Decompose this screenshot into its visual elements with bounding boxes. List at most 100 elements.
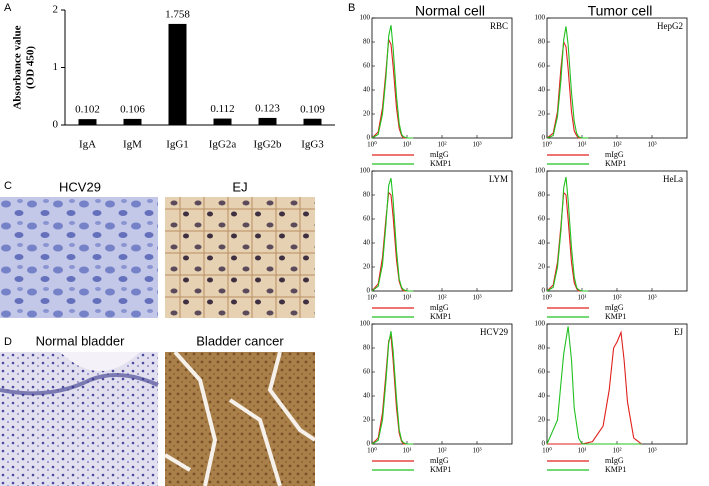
x-tick-label: 10⁰	[367, 294, 377, 302]
column-header: Normal cell	[415, 3, 485, 19]
panel-label: A	[4, 2, 12, 14]
plot-title: LYM	[489, 174, 508, 184]
y-tick-label: 100	[535, 167, 546, 175]
x-tick-label: IgA	[79, 139, 96, 151]
y-tick-label: 60	[538, 62, 546, 70]
x-tick-label: 10⁰	[367, 141, 377, 149]
y-tick-label: 0	[542, 134, 546, 142]
histogram-line	[371, 37, 414, 139]
y-tick-label: 40	[538, 86, 546, 94]
legend-label: KMP1	[430, 312, 451, 321]
tissue-crack	[163, 350, 317, 486]
image-caption: Normal bladder	[36, 333, 126, 348]
histogram-line	[546, 191, 589, 292]
plot-frame	[546, 17, 688, 139]
column-header: Tumor cell	[588, 3, 653, 19]
lumen	[60, 352, 140, 371]
y-tick-label: 0	[367, 134, 371, 142]
image-caption: HCV29	[59, 179, 101, 194]
x-tick-label: IgG1	[166, 139, 189, 151]
value-label: 0.109	[300, 103, 325, 115]
y-tick-label: 100	[535, 320, 546, 328]
x-tick-label: 10²	[437, 294, 446, 302]
x-tick-label: 10²	[612, 141, 621, 149]
y-tick-label: 40	[363, 392, 371, 400]
y-tick-label: 40	[538, 239, 546, 247]
y-tick-label: 0	[542, 287, 546, 295]
x-tick-label: 10³	[647, 447, 656, 455]
y-tick-label: 20	[363, 263, 371, 271]
legend-label: mIgG	[430, 456, 449, 465]
x-tick-label: 10¹	[402, 294, 411, 302]
plot-frame	[371, 170, 513, 292]
histogram-line	[546, 326, 642, 445]
histogram-line	[371, 331, 414, 445]
histogram-line	[547, 330, 642, 445]
x-tick-label: 10³	[472, 447, 481, 455]
bar	[303, 118, 322, 125]
histogram-line	[371, 25, 414, 139]
x-tick-label: 10¹	[577, 294, 586, 302]
value-label: 1.758	[165, 8, 190, 20]
y-tick-label: 60	[538, 368, 546, 376]
y-tick-label: 1	[53, 61, 59, 73]
plot-frame	[371, 17, 513, 139]
histogram-line	[371, 333, 414, 445]
x-tick-label: IgM	[123, 139, 142, 151]
legend-label: mIgG	[605, 150, 624, 159]
y-tick-label: 100	[535, 14, 546, 22]
micrograph	[0, 352, 158, 486]
x-tick-label: 10¹	[402, 447, 411, 455]
y-tick-label: 80	[363, 38, 371, 46]
plot-title: HCV29	[480, 327, 509, 337]
y-tick-label: 20	[538, 263, 546, 271]
x-tick-label: 10²	[437, 447, 446, 455]
y-tick-label: 0	[367, 287, 371, 295]
image-caption: Bladder cancer	[196, 333, 284, 348]
y-tick-label: 40	[538, 392, 546, 400]
y-tick-label: 0	[367, 440, 371, 448]
x-tick-label: 10²	[612, 447, 621, 455]
x-tick-label: 10³	[647, 294, 656, 302]
x-tick-label: IgG3	[301, 139, 324, 151]
plot-title: HepG2	[657, 21, 683, 31]
x-tick-label: 10⁰	[542, 141, 552, 149]
y-tick-label: 20	[363, 416, 371, 424]
x-tick-label: 10⁰	[367, 447, 377, 455]
y-tick-label: 100	[360, 14, 371, 22]
bar	[258, 117, 277, 125]
histogram-line	[371, 178, 414, 292]
x-tick-label: IgG2a	[209, 139, 237, 151]
legend-label: KMP1	[605, 159, 626, 168]
micrograph	[0, 197, 158, 318]
bar	[78, 119, 97, 125]
y-tick-label: 2	[53, 4, 59, 16]
y-tick-label: 20	[538, 416, 546, 424]
y-tick-label: 60	[363, 62, 371, 70]
x-tick-label: 10⁰	[542, 294, 552, 302]
legend-label: KMP1	[430, 465, 451, 474]
y-tick-label: 20	[363, 110, 371, 118]
value-label: 0.112	[210, 103, 234, 115]
plot-frame	[371, 323, 513, 445]
y-tick-label: 40	[363, 239, 371, 247]
x-tick-label: 10²	[612, 294, 621, 302]
panel-label: D	[4, 336, 12, 348]
y-tick-label: 80	[538, 344, 546, 352]
y-tick-label: 0	[542, 440, 546, 448]
plot-frame	[546, 170, 688, 292]
x-tick-label: 10³	[472, 294, 481, 302]
x-tick-label: IgG2b	[253, 139, 282, 151]
value-label: 0.102	[75, 104, 100, 116]
histogram-line	[371, 191, 414, 292]
x-tick-label: 10⁰	[542, 447, 552, 455]
y-tick-label: 40	[363, 86, 371, 94]
plot-title: RBC	[490, 21, 508, 31]
histogram-line	[546, 176, 589, 292]
bar	[213, 118, 232, 125]
plot-title: HeLa	[663, 174, 683, 184]
legend-label: mIgG	[430, 303, 449, 312]
y-axis-label: (OD 450)	[25, 46, 37, 89]
legend-label: KMP1	[430, 159, 451, 168]
